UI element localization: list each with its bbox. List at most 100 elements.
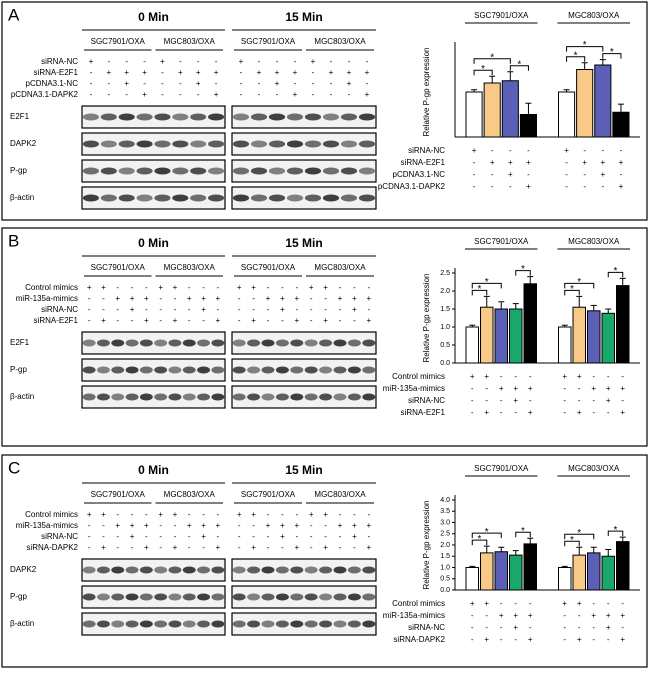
blot-band <box>304 339 318 347</box>
blot-band <box>211 566 225 574</box>
blot-strip <box>231 159 377 183</box>
sign: - <box>179 57 182 66</box>
sign: - <box>107 90 110 99</box>
sign: + <box>173 543 178 552</box>
bar <box>572 306 586 364</box>
sign: + <box>490 158 495 167</box>
significance-mark: * <box>517 59 521 70</box>
sign: + <box>470 372 475 381</box>
y-tick-label: 0.5 <box>440 342 450 349</box>
blot-band <box>154 566 168 574</box>
blot-band <box>154 113 171 121</box>
significance-mark: * <box>478 284 482 295</box>
bar <box>616 285 630 364</box>
sign: + <box>158 510 163 519</box>
blot-band <box>125 366 139 374</box>
sign: - <box>565 182 568 191</box>
sign: - <box>197 57 200 66</box>
sign: - <box>294 79 297 88</box>
group-label: SGC7901/OXA <box>474 11 529 20</box>
blot-band <box>232 167 250 175</box>
blot-band <box>172 113 189 121</box>
sign: - <box>620 146 623 155</box>
sign: + <box>280 521 285 530</box>
blot-band <box>261 566 275 574</box>
sign: - <box>131 316 134 325</box>
sign: - <box>339 532 342 541</box>
blot-band <box>340 167 358 175</box>
sign: - <box>131 283 134 292</box>
sign: - <box>174 294 177 303</box>
sign: + <box>508 170 513 179</box>
sign: + <box>577 408 582 417</box>
significance-bracket <box>515 531 531 538</box>
sign: - <box>592 635 595 644</box>
sign: - <box>592 599 595 608</box>
blot-band <box>197 620 210 628</box>
sign: + <box>352 305 357 314</box>
protein-label: β-actin <box>10 619 34 628</box>
sign: - <box>312 68 315 77</box>
significance-mark: * <box>574 50 578 61</box>
blot-band <box>340 194 358 202</box>
sign: - <box>267 283 270 292</box>
blot-strip <box>81 358 226 382</box>
blot-band <box>182 620 196 628</box>
blot-band <box>211 620 225 628</box>
sign: - <box>188 305 191 314</box>
blot-band <box>82 620 96 628</box>
sign: - <box>238 294 241 303</box>
sign: - <box>366 57 369 66</box>
sign: + <box>87 510 92 519</box>
sign: + <box>606 623 611 632</box>
blot-band <box>154 593 168 601</box>
condition-label: siRNA-E2F1 <box>34 316 79 325</box>
significance-mark: * <box>481 64 485 75</box>
blot-band <box>268 194 286 202</box>
sign: + <box>528 635 533 644</box>
blot-band <box>168 339 182 347</box>
cell-label: MGC803/OXA <box>164 263 216 272</box>
sign: + <box>323 316 328 325</box>
blot-band <box>362 620 376 628</box>
sign: - <box>473 170 476 179</box>
sign: - <box>252 532 255 541</box>
sign: - <box>607 635 610 644</box>
blot-band <box>197 339 210 347</box>
sign: + <box>294 294 299 303</box>
y-tick-label: 2.0 <box>440 542 450 549</box>
sign: - <box>367 532 370 541</box>
sign: + <box>562 372 567 381</box>
sign: - <box>607 372 610 381</box>
sign: - <box>143 57 146 66</box>
y-tick-label: 1.0 <box>440 564 450 571</box>
sign: - <box>217 532 220 541</box>
sign: - <box>281 283 284 292</box>
blot-band <box>247 566 261 574</box>
blot-band <box>268 113 286 121</box>
sign: - <box>238 316 241 325</box>
significance-mark: * <box>570 284 574 295</box>
sign: + <box>528 384 533 393</box>
sign: - <box>563 408 566 417</box>
blot-band <box>290 339 304 347</box>
sign: - <box>471 611 474 620</box>
sign: - <box>310 316 313 325</box>
blot-band <box>232 194 250 202</box>
sign: + <box>196 79 201 88</box>
panel-frame <box>1 227 648 447</box>
sign: + <box>620 611 625 620</box>
condition-label: siRNA-NC <box>408 396 445 405</box>
sign: + <box>124 79 129 88</box>
sign: - <box>88 294 91 303</box>
blot-band <box>347 366 361 374</box>
blot-band <box>322 140 340 148</box>
blot-band <box>290 620 304 628</box>
blot-band <box>347 593 361 601</box>
sign: - <box>161 90 164 99</box>
sign: + <box>216 316 221 325</box>
sign: + <box>352 294 357 303</box>
significance-bracket <box>471 289 488 296</box>
bar <box>480 552 494 591</box>
sign: + <box>106 68 111 77</box>
